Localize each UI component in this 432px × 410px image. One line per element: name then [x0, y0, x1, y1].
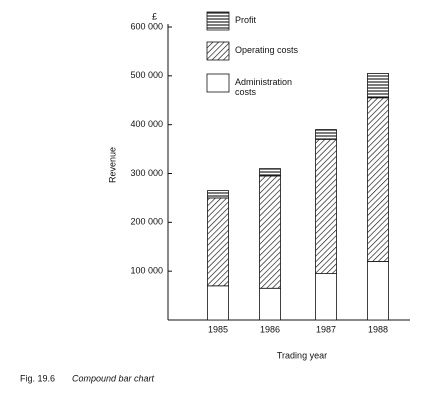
y-tick-label: 600 000	[130, 21, 163, 31]
y-tick-label: 500 000	[130, 70, 163, 80]
legend-label: Operating costs	[235, 45, 299, 55]
y-tick-label: 200 000	[130, 217, 163, 227]
bar-segment	[207, 190, 229, 199]
caption-label: Fig. 19.6	[20, 373, 55, 383]
y-tick-label: 400 000	[130, 119, 163, 129]
x-tick-label: 1986	[260, 324, 280, 334]
legend-swatch	[206, 11, 230, 31]
legend-label-box: Profit	[235, 15, 257, 25]
legend-swatch	[206, 41, 230, 61]
x-tick-label: 1987	[316, 324, 336, 334]
bar-segment	[367, 97, 389, 262]
bar-segment	[207, 285, 229, 321]
bar-segment	[259, 287, 281, 321]
y-tick-label: 100 000	[130, 266, 163, 276]
bar-segment	[315, 138, 337, 275]
legend-swatch	[206, 73, 230, 93]
caption-text: Compound bar chart	[72, 373, 155, 383]
x-axis-label: Trading year	[277, 350, 327, 360]
bar-segment	[315, 273, 337, 321]
bar-segment	[259, 168, 281, 177]
bar-segment	[207, 197, 229, 287]
legend-label-box: Operating costs	[235, 45, 299, 55]
y-tick-label: 300 000	[130, 168, 163, 178]
bar-segment	[315, 129, 337, 140]
y-unit: £	[152, 11, 157, 21]
bar-segment	[367, 72, 389, 99]
x-tick-label: 1985	[208, 324, 228, 334]
x-tick-label: 1988	[368, 324, 388, 334]
y-axis-label: Revenue	[107, 147, 117, 183]
legend-label-box: Administration costs	[235, 77, 293, 97]
bar-segment	[259, 175, 281, 289]
legend-label: Administration costs	[235, 77, 293, 97]
bar-segment	[367, 260, 389, 321]
legend-label: Profit	[235, 15, 257, 25]
